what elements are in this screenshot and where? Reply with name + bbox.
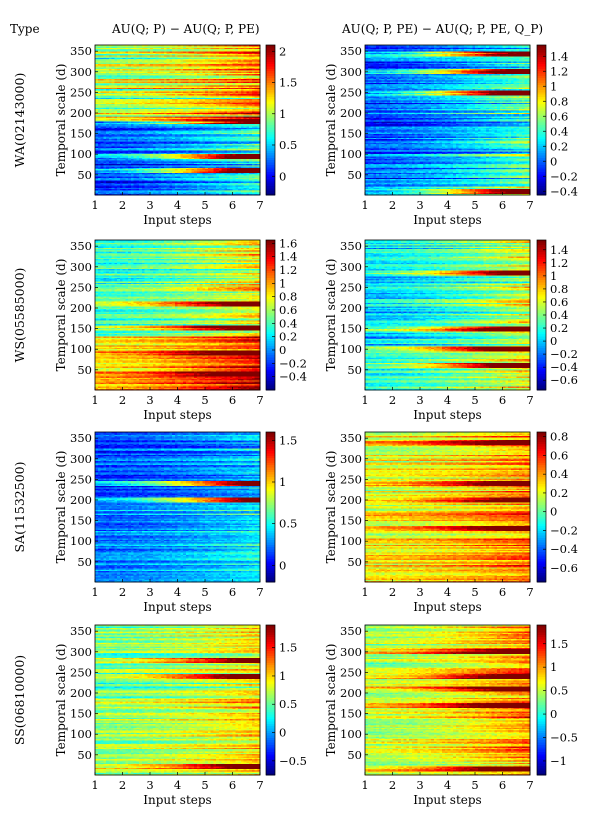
heatmap-cells	[95, 45, 260, 195]
row-type-label: SS(06810000)	[12, 655, 27, 745]
row-type-label: WS(05585000)	[12, 268, 27, 363]
row-type-label: WA(02143000)	[12, 73, 27, 168]
heatmap-figure: WA(02143000) WS(05585000) SA(11532500) SS(0…	[0, 0, 600, 832]
row-type-label: SA(11532500)	[12, 462, 27, 553]
